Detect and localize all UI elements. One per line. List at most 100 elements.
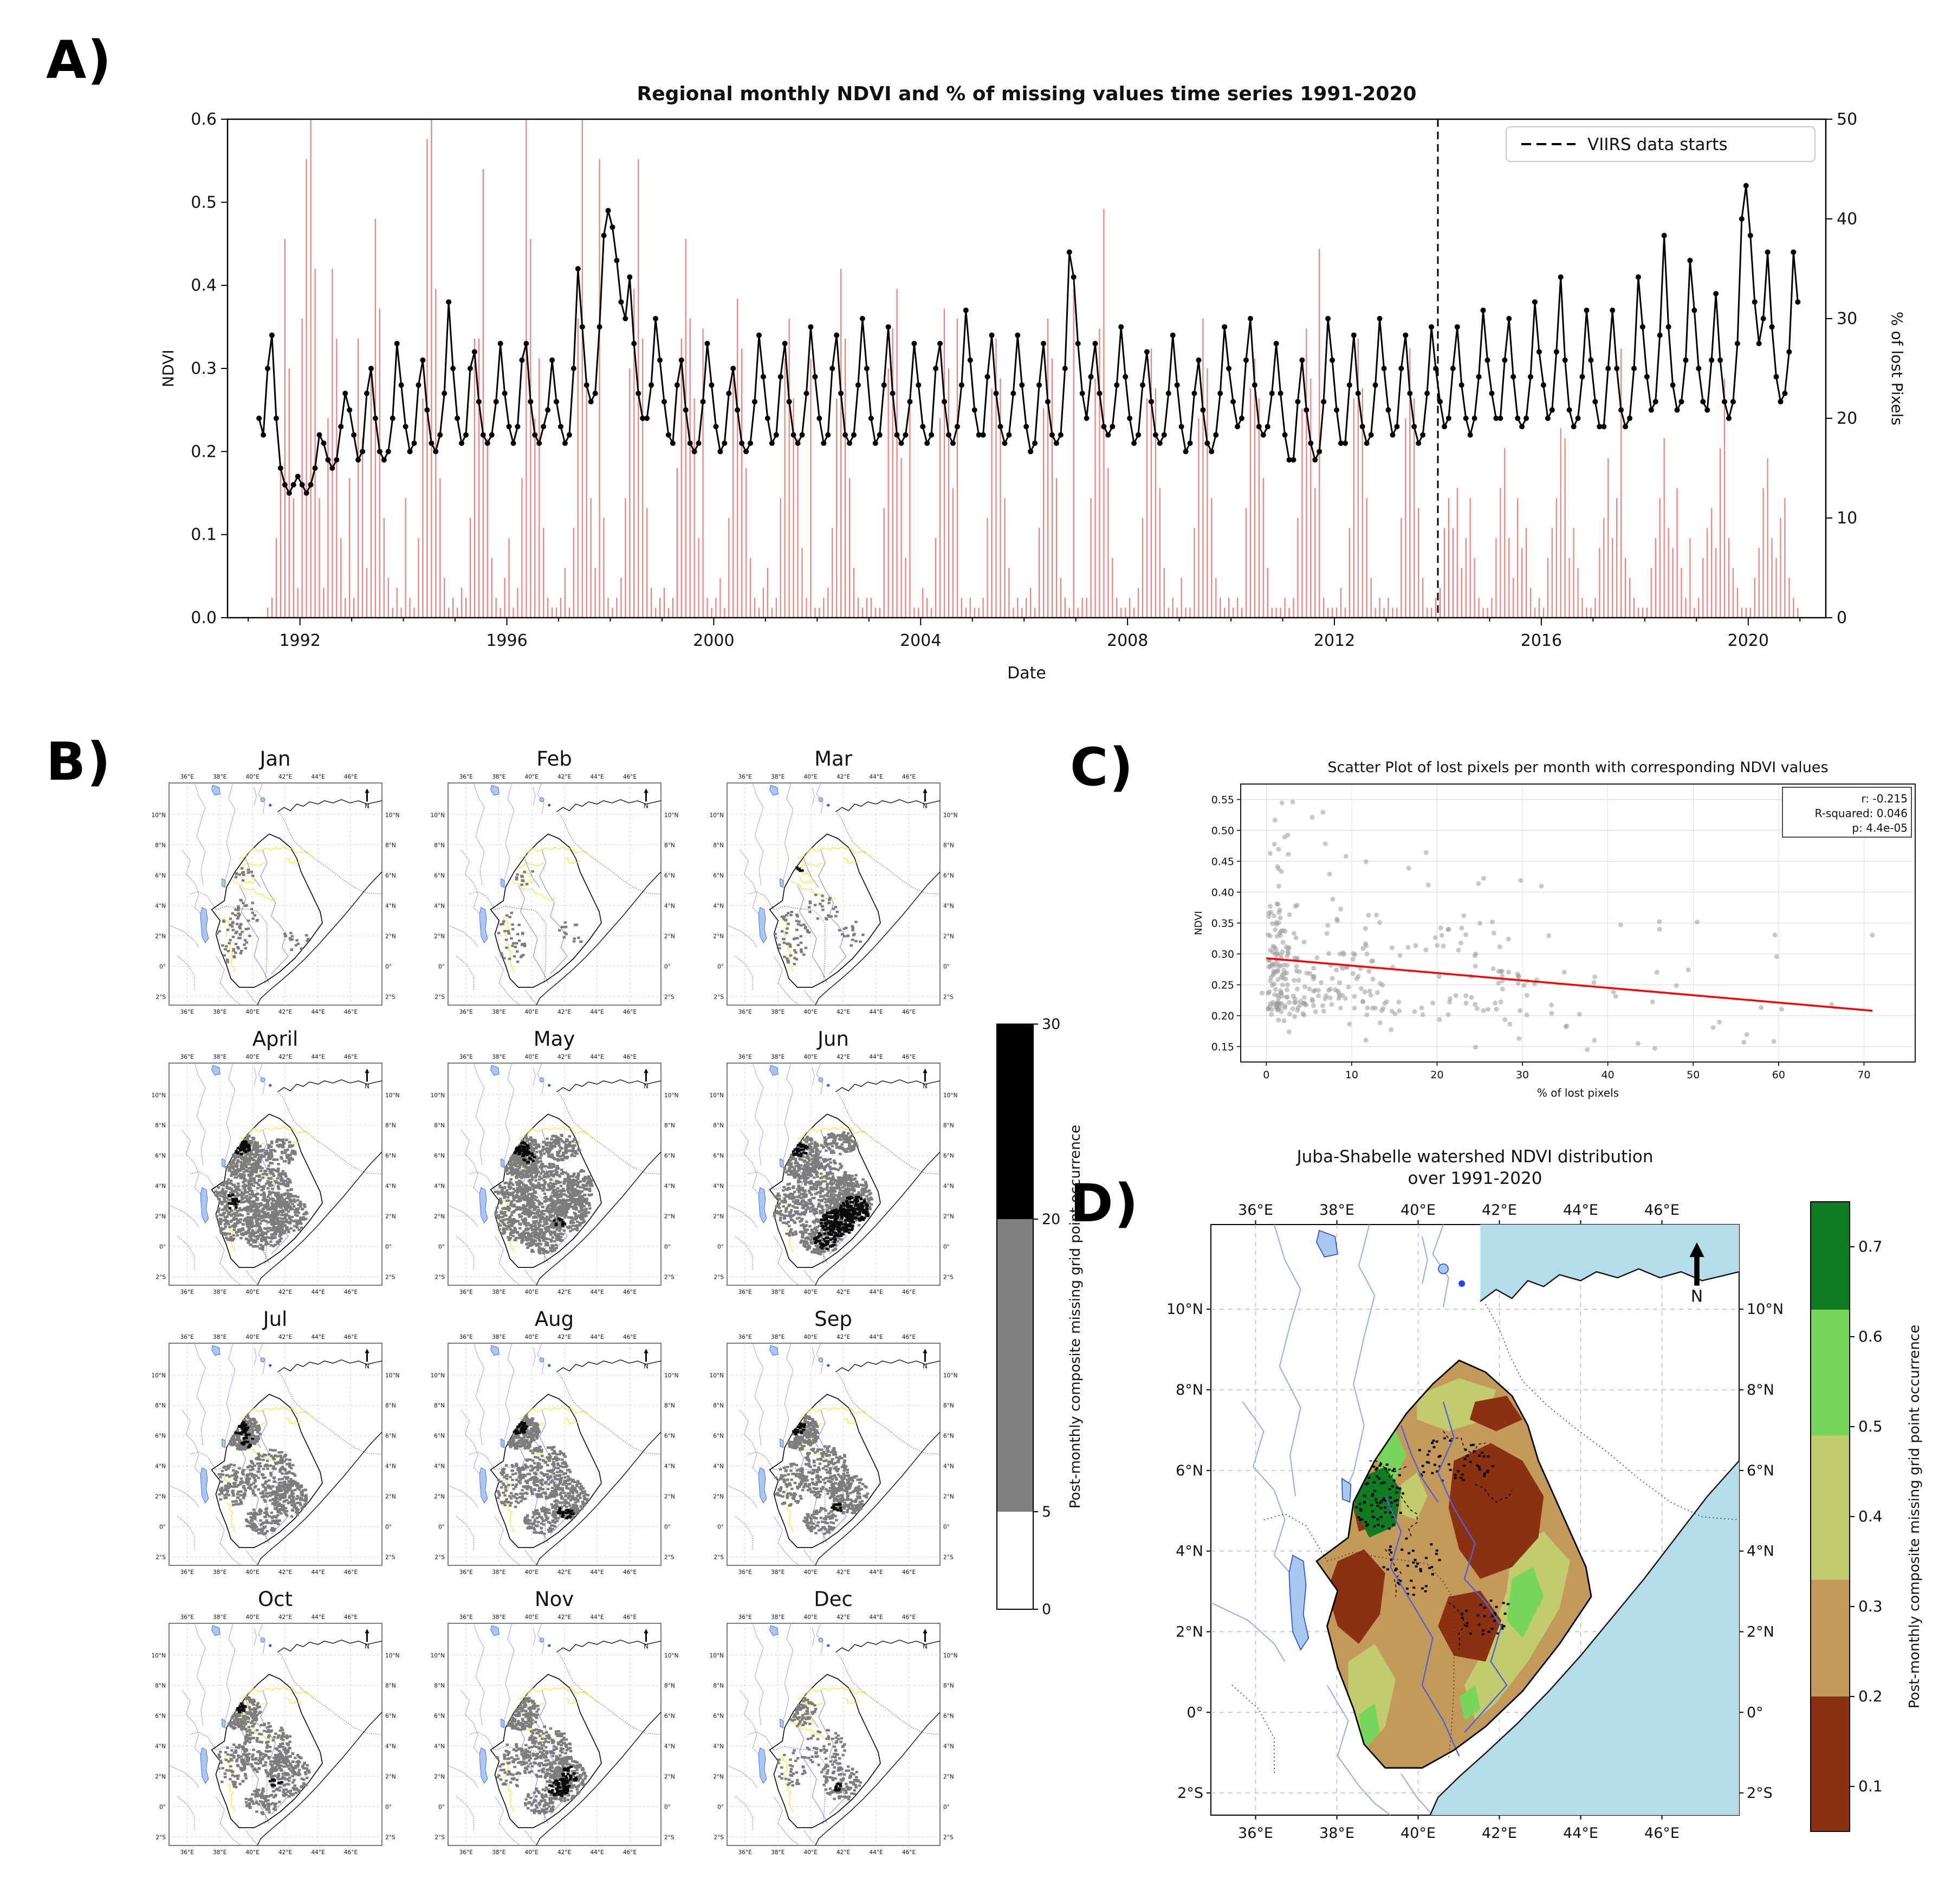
svg-text:44°E: 44°E — [869, 774, 883, 780]
svg-text:36°E: 36°E — [459, 1054, 473, 1060]
mini-map-content — [727, 1343, 940, 1565]
svg-text:42°E: 42°E — [557, 1009, 571, 1015]
svg-text:6°N: 6°N — [434, 873, 445, 879]
svg-text:40°E: 40°E — [525, 774, 539, 780]
svg-text:44°E: 44°E — [311, 774, 325, 780]
svg-text:42°E: 42°E — [278, 1054, 292, 1060]
svg-text:2°N: 2°N — [155, 1214, 166, 1220]
y-right-label: % of lost Pixels — [1888, 312, 1906, 425]
svg-text:36°E: 36°E — [738, 774, 752, 780]
mini-map-content — [448, 1343, 661, 1565]
mini-map-sep: Sep N36°E36°E38°E38°E40°E40°E42°E42°E44°E… — [710, 1307, 958, 1576]
mini-map-cell-april: April N 36°E 36°E 38°E 38°E 40°E 40°E 42°E 42°E 44… — [135, 1025, 409, 1303]
svg-text:0°: 0° — [664, 1244, 671, 1251]
mini-map-mar: Mar N 36°E 36°E 38°E 38°E 40°E 40°E 42°E 42°E 44°E… — [710, 747, 958, 1015]
svg-text:8°N: 8°N — [664, 1123, 675, 1129]
mini-map-jul: Jul N36°E36°E38°E38°E40°E40°E42°E42°E44°E… — [152, 1307, 400, 1576]
mini-map-axis-labels: 36°E36°E38°E38°E40°E40°E42°E42°E44°E44°E… — [152, 1054, 400, 1296]
panel-d-chart: Juba-Shabelle watershed NDVI distributio… — [1166, 1147, 1784, 1842]
svg-text:44°E: 44°E — [590, 1009, 604, 1015]
svg-text:0°: 0° — [159, 1244, 166, 1251]
svg-text:46°E: 46°E — [623, 774, 637, 780]
mini-map-content — [448, 783, 661, 1005]
svg-text:42°E: 42°E — [557, 1054, 571, 1060]
svg-text:0°: 0° — [438, 964, 445, 970]
x-axis: 1992 1996 2000 2004 2008 2012 2016 2020 — [248, 618, 1801, 650]
mini-map-title: April — [252, 1027, 299, 1051]
svg-text:0.4: 0.4 — [191, 276, 217, 295]
svg-text:40°E: 40°E — [804, 1009, 818, 1015]
svg-text:0°: 0° — [664, 964, 671, 970]
legend: VIIRS data starts — [1506, 126, 1816, 162]
mini-map-title: Dec — [814, 1588, 853, 1611]
svg-text:50: 50 — [1837, 110, 1857, 129]
panel-a-timeseries: Regional monthly NDVI and % of missing v… — [146, 79, 1929, 726]
north-arrow-label: N — [644, 1642, 649, 1650]
svg-text:10°N: 10°N — [664, 812, 678, 819]
svg-text:8°N: 8°N — [434, 843, 445, 849]
svg-text:42°E: 42°E — [837, 1009, 850, 1015]
mini-map-title: Oct — [258, 1588, 293, 1611]
svg-text:2012: 2012 — [1314, 631, 1355, 650]
svg-text:6°N: 6°N — [434, 1153, 445, 1160]
mini-map-axis-labels: 36°E36°E38°E38°E40°E40°E42°E42°E44°E44°E… — [710, 1334, 958, 1576]
svg-text:6°N: 6°N — [713, 873, 724, 879]
svg-text:4°N: 4°N — [434, 1183, 445, 1190]
svg-text:10: 10 — [1837, 509, 1857, 528]
colorbar-d-label: Post-monthly composite missing grid poin… — [1907, 1325, 1923, 1708]
panel-a-chart: Regional monthly NDVI and % of missing v… — [159, 83, 1906, 683]
svg-text:46°E: 46°E — [623, 1289, 637, 1296]
svg-text:10°N: 10°N — [943, 812, 957, 819]
y-axis-right: 0 10 20 30 40 50 — [1826, 110, 1857, 627]
svg-text:44°E: 44°E — [311, 1054, 325, 1060]
svg-text:36°E: 36°E — [180, 1009, 194, 1015]
svg-text:4°N: 4°N — [434, 903, 445, 910]
svg-text:38°E: 38°E — [492, 774, 505, 780]
svg-text:44°E: 44°E — [590, 1054, 604, 1060]
svg-text:6°N: 6°N — [385, 1153, 396, 1160]
svg-text:0°: 0° — [717, 964, 724, 970]
svg-text:42°E: 42°E — [837, 774, 850, 780]
svg-text:2°S: 2°S — [385, 1274, 396, 1281]
svg-text:2°N: 2°N — [155, 934, 166, 940]
svg-text:2°S: 2°S — [435, 1274, 445, 1281]
panel-d-title-1: Juba-Shabelle watershed NDVI distributio… — [1296, 1147, 1654, 1167]
svg-text:36°E: 36°E — [180, 774, 194, 780]
svg-text:0°: 0° — [159, 964, 166, 970]
svg-text:10°N: 10°N — [385, 1092, 399, 1099]
svg-text:38°E: 38°E — [492, 1054, 505, 1060]
mini-map-feb: Feb N 36°E 36°E 38°E 38°E 40°E 40°E 42°E 42°E 44°E… — [431, 747, 679, 1015]
svg-text:0.5: 0.5 — [191, 193, 217, 212]
svg-text:38°E: 38°E — [213, 774, 226, 780]
mini-map-aug: Aug N36°E36°E38°E38°E40°E40°E42°E42°E44°E… — [431, 1307, 679, 1576]
svg-text:46°E: 46°E — [623, 1054, 637, 1060]
mini-map-content — [169, 783, 382, 1005]
svg-text:46°E: 46°E — [344, 1289, 358, 1296]
svg-text:6°N: 6°N — [943, 873, 954, 879]
svg-text:4°N: 4°N — [664, 903, 675, 910]
mini-map-cell-sep: Sep N 36°E 36°E 38°E 38°E 40°E 40°E 42°E 42°E 44°E… — [693, 1305, 967, 1583]
ndvi-markers — [256, 183, 1801, 496]
mini-map-content — [727, 783, 940, 1005]
svg-text:0°: 0° — [385, 964, 392, 970]
svg-text:4°N: 4°N — [385, 903, 396, 910]
panel-b-label: B) — [46, 731, 112, 792]
svg-text:10°N: 10°N — [152, 1092, 166, 1099]
y-axis-left: 0.0 0.1 0.2 0.3 0.4 0.5 0.6 — [191, 110, 228, 627]
mini-map-may: May N 36°E 36°E 38°E 38°E 40°E 40°E 42°E 42°E 44°E… — [431, 1027, 679, 1296]
north-arrow-label: N — [1691, 1287, 1703, 1306]
mini-map-axis-labels: 36°E36°E38°E38°E40°E40°E42°E42°E44°E44°E… — [710, 774, 958, 1015]
mini-map-nov: Nov N36°E36°E38°E38°E40°E40°E42°E42°E44°E… — [431, 1588, 679, 1856]
map-axis-labels: 36°E36°E38°E38°E40°E40°E42°E42°E44°E44°E… — [1166, 1202, 1784, 1842]
grid — [1241, 784, 1915, 1062]
svg-text:0.6: 0.6 — [191, 110, 217, 129]
svg-text:8°N: 8°N — [943, 843, 954, 849]
svg-text:8°N: 8°N — [434, 1123, 445, 1129]
svg-text:44°E: 44°E — [311, 1009, 325, 1015]
regression-line — [1266, 957, 1873, 1012]
mini-map-cell-nov: Nov N 36°E 36°E 38°E 38°E 40°E 40°E 42°E 42°E 44°E… — [414, 1585, 688, 1863]
x-axis-label: % of lost pixels — [1537, 1086, 1619, 1099]
